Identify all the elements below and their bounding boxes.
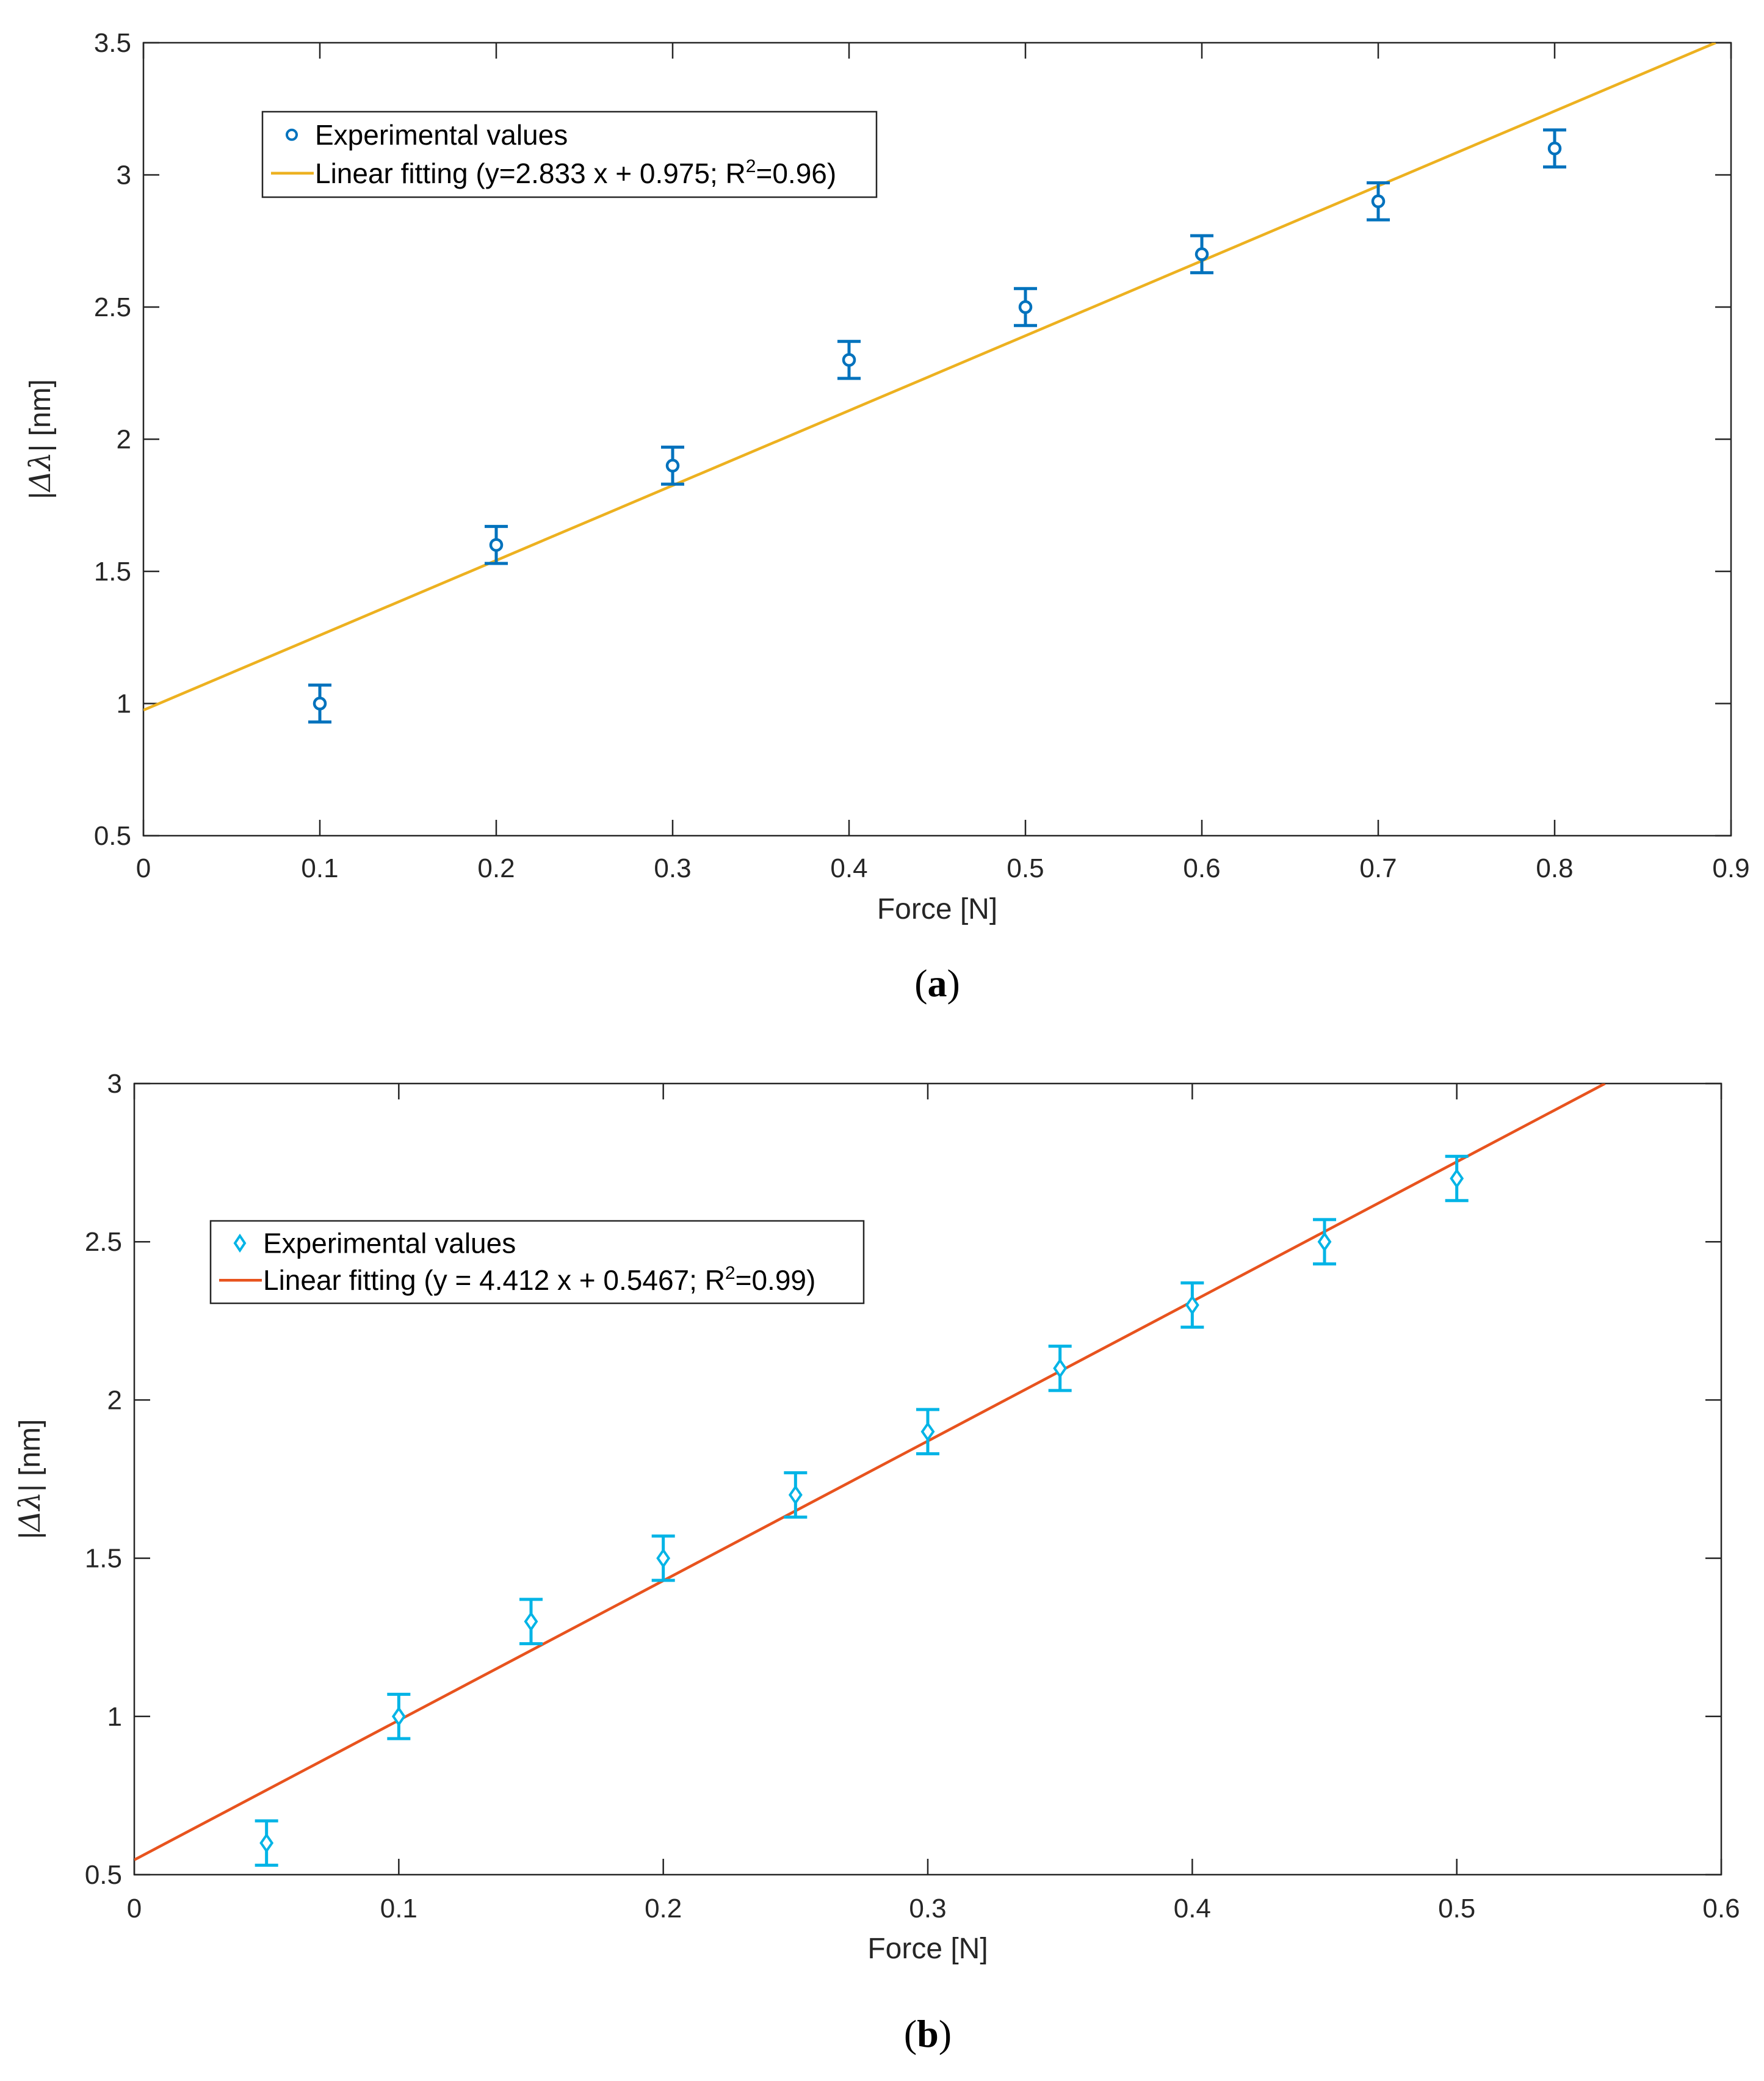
x-axis-title: Force [N] — [867, 1933, 988, 1965]
data-point — [1450, 1168, 1464, 1189]
legend-fit-text: Linear fitting (y = 4.412 x + 0.5467; R — [263, 1264, 725, 1296]
legend-label-fit: Linear fitting (y=2.833 x + 0.975; R2=0.… — [315, 156, 836, 189]
data-point — [489, 538, 504, 552]
x-tick-label: 0.5 — [1007, 853, 1044, 883]
y-tick-label: 1 — [117, 689, 131, 719]
x-tick-label: 0 — [127, 1894, 142, 1924]
x-tick-label: 0.2 — [645, 1894, 682, 1924]
y-tick-label: 1 — [107, 1702, 122, 1732]
data-point — [788, 1485, 803, 1505]
data-point — [1317, 1231, 1332, 1252]
panel-label-open: ( — [904, 2012, 917, 2055]
data-point — [524, 1611, 538, 1632]
legend-fit-superscript: 2 — [746, 156, 756, 176]
legend-label-fit: Linear fitting (y = 4.412 x + 0.5467; R2… — [263, 1263, 815, 1296]
data-point — [1547, 141, 1562, 156]
y-axis-title-suffix: | [nm] — [24, 379, 57, 452]
x-tick-label: 0 — [136, 853, 151, 883]
y-axis-title: |Δλ| [nm] — [13, 1419, 47, 1540]
data-point — [656, 1548, 671, 1569]
x-tick-label: 0.1 — [301, 853, 338, 883]
x-tick-label: 0.4 — [830, 853, 867, 883]
y-tick-label: 0.5 — [85, 1860, 122, 1890]
y-axis-title-prefix: | — [14, 1532, 46, 1539]
panel-label-letter: b — [917, 2012, 939, 2055]
chart-panel-a: 0 0.1 0.2 0.3 0.4 0.5 0.6 0.7 0.8 0.9 0.5 1 1.5 2 2.5 3… — [23, 28, 1750, 1005]
x-axis-title: Force [N] — [877, 893, 997, 925]
legend-marker — [286, 128, 298, 141]
x-tick-label: 0.7 — [1359, 853, 1397, 883]
data-point — [920, 1421, 935, 1442]
x-tick-label: 0.8 — [1536, 853, 1573, 883]
legend-fit-text-end: =0.99) — [736, 1264, 816, 1296]
data-point — [313, 697, 327, 711]
data-point — [1371, 194, 1386, 209]
panel-label-close: ) — [947, 961, 960, 1005]
legend-box — [261, 110, 878, 198]
y-tick-label: 2.5 — [94, 292, 131, 322]
panel-label-close: ) — [939, 2012, 952, 2055]
y-tick-label: 3.5 — [94, 28, 131, 58]
y-tick-label: 3 — [107, 1069, 122, 1099]
panel-label: (b) — [904, 2012, 952, 2055]
y-axis-title-suffix: | [nm] — [14, 1419, 46, 1492]
legend-fit-text-end: =0.96) — [756, 157, 836, 189]
y-tick-label: 3 — [117, 161, 131, 190]
data-point — [842, 353, 856, 367]
legend-label-experimental: Experimental values — [263, 1227, 516, 1259]
legend-marker — [233, 1233, 247, 1253]
x-tick-label: 0.4 — [1174, 1894, 1211, 1924]
legend: Experimental values Linear fitting (y=2.8… — [261, 110, 878, 198]
fit-line — [143, 43, 1716, 712]
legend-fit-text: Linear fitting (y=2.833 x + 0.975; R — [315, 157, 746, 189]
data-point — [1053, 1358, 1068, 1379]
x-tick-label: 0.9 — [1712, 853, 1749, 883]
chart-panel-b: 0 0.1 0.2 0.3 0.4 0.5 0.6 0.5 1 1.5 2 2.5 3 Force [N]… — [13, 1069, 1740, 2055]
y-tick-label: 2.5 — [85, 1227, 122, 1257]
plot-area — [133, 1082, 1722, 1876]
fit-line — [134, 1084, 1606, 1861]
x-tick-label: 0.3 — [909, 1894, 946, 1924]
data-point — [1018, 300, 1033, 314]
panel-label-open: ( — [914, 961, 927, 1005]
y-tick-label: 1.5 — [94, 557, 131, 587]
x-tick-label: 0.3 — [654, 853, 691, 883]
data-point — [1185, 1295, 1199, 1316]
x-tick-label: 0.2 — [477, 853, 515, 883]
legend-fit-superscript: 2 — [725, 1263, 736, 1283]
legend-box — [209, 1220, 865, 1305]
y-tick-label: 1.5 — [85, 1544, 122, 1574]
data-point — [1195, 247, 1209, 261]
x-tick-label: 0.1 — [380, 1894, 418, 1924]
panel-label: (a) — [914, 961, 960, 1005]
panel-label-letter: a — [928, 961, 947, 1005]
x-tick-label: 0.6 — [1183, 853, 1220, 883]
data-point — [665, 458, 680, 473]
y-tick-label: 2 — [117, 425, 131, 455]
y-axis-title: |Δλ| [nm] — [23, 379, 57, 499]
legend: Experimental values Linear fitting (y = 4… — [209, 1220, 865, 1305]
data-point — [391, 1706, 406, 1727]
y-axis-title-symbol: Δλ — [23, 452, 57, 493]
y-axis-title-symbol: Δλ — [13, 1492, 47, 1533]
legend-label-experimental: Experimental values — [315, 119, 568, 151]
data-point — [259, 1833, 274, 1853]
x-tick-label: 0.6 — [1702, 1894, 1740, 1924]
y-tick-label: 0.5 — [94, 821, 131, 851]
x-tick-label: 0.5 — [1438, 1894, 1475, 1924]
y-axis-title-prefix: | — [24, 491, 57, 499]
y-tick-label: 2 — [107, 1385, 122, 1415]
